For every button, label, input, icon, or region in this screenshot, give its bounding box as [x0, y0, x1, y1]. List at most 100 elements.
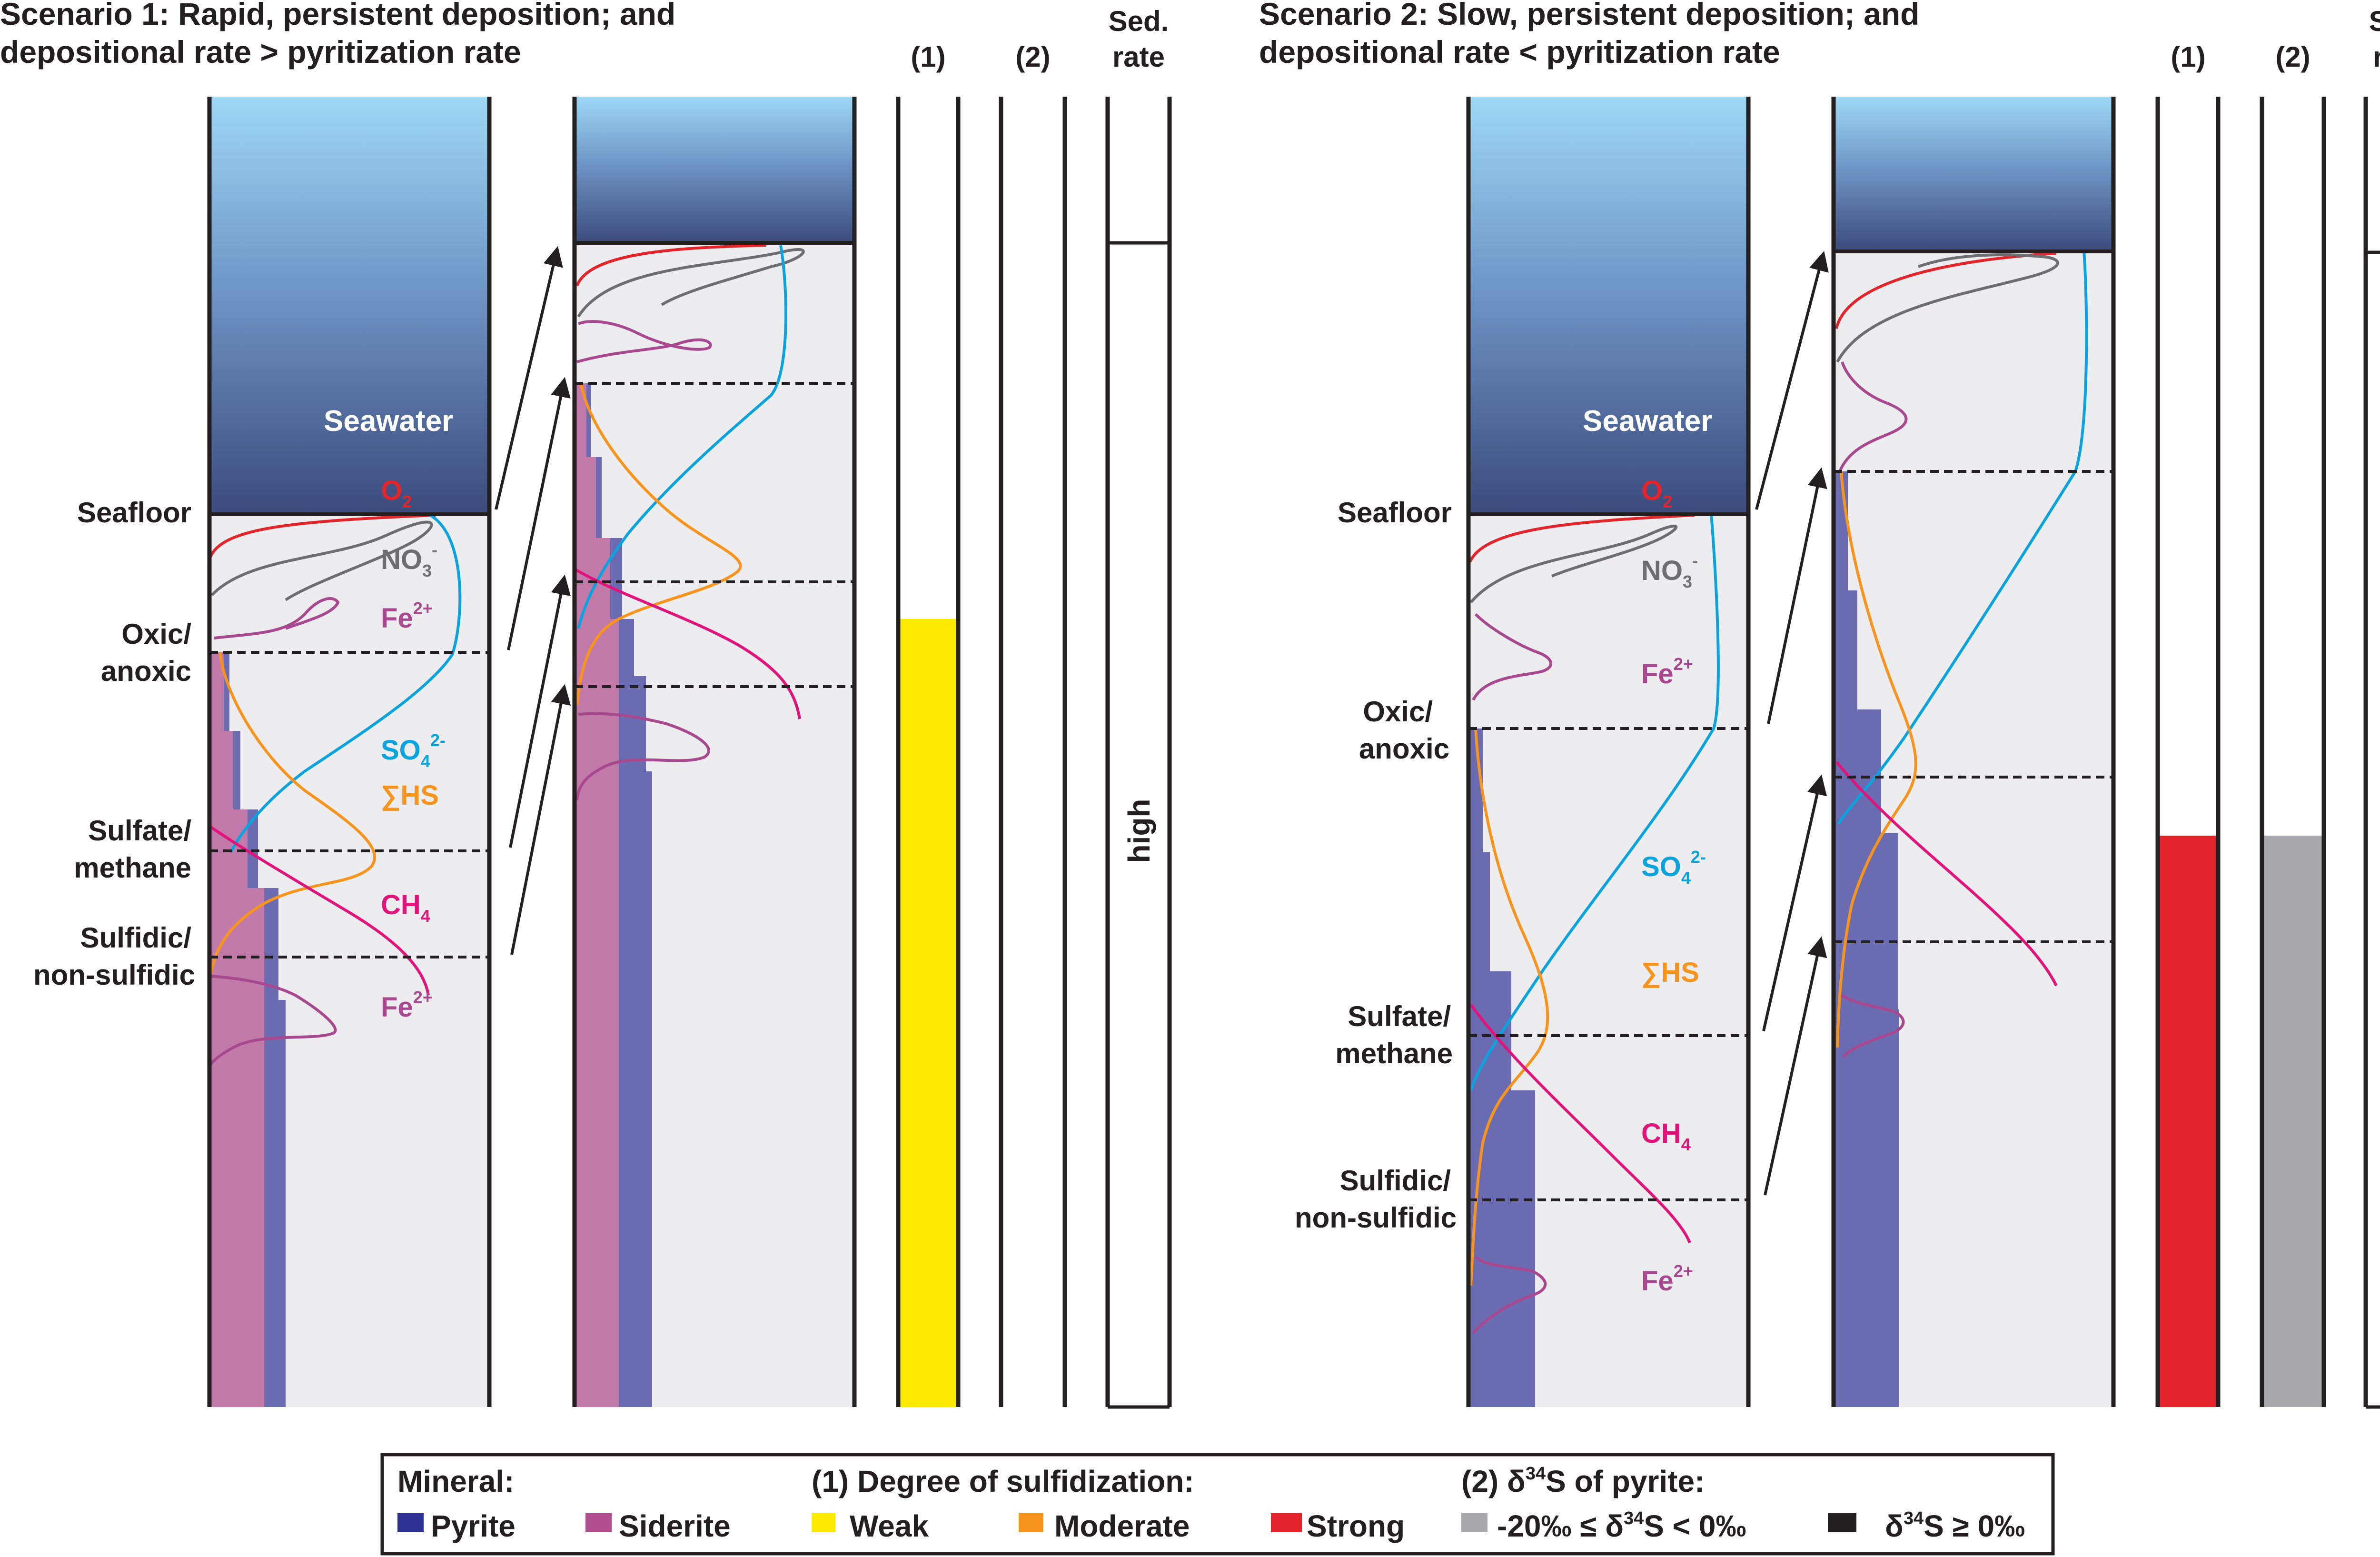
hs-curve [575, 383, 742, 705]
seawater-block [1834, 97, 2113, 251]
scenario-1-column-evolved [572, 97, 857, 1407]
legend: Mineral: Pyrite Siderite (1) Degree of s… [380, 1453, 2055, 1556]
so4-curve [1469, 514, 1720, 1091]
sulfate-label-1: Sulfate/ [88, 815, 191, 847]
scenario-2-title-line-1: Scenario 2: Slow, persistent deposition;… [1259, 0, 1919, 31]
pyrite-bars [1834, 471, 1899, 1407]
no3-curve [210, 520, 433, 601]
hs-curve [1469, 728, 1549, 1286]
scenario-2-column-evolved [1831, 97, 2116, 1407]
seawater-block [209, 97, 489, 514]
so4-curve [1837, 251, 2088, 825]
so4-curve [229, 513, 462, 853]
fe-curve-lower [1840, 994, 1905, 1058]
siderite-bars [209, 652, 264, 1407]
fe-curve-lower [575, 712, 710, 800]
sed-rate-header-2: rate [1112, 41, 1165, 73]
legend-negative-label: -20‰ ≤ δ34S < 0‰ [1497, 1508, 1746, 1543]
seafloor-label: Seafloor [1338, 497, 1452, 529]
sulfidic-label-2: non-sulfidic [1295, 1202, 1457, 1234]
no3-label: NO3- [1641, 551, 1698, 591]
sulfidic-label-1: Sulfidic/ [80, 922, 192, 954]
degree-weak-bar [898, 619, 958, 1407]
no3-curve [1836, 253, 2059, 363]
sulfate-label-1: Sulfate/ [1348, 1000, 1451, 1032]
degree-strong-bar [2158, 836, 2218, 1407]
legend-weak-swatch [812, 1513, 835, 1532]
legend-degree-title: (1) Degree of sulfidization: [812, 1464, 1194, 1498]
legend-d34s-title: (2) δ34S of pyrite: [1461, 1464, 1705, 1498]
ch4-label: CH4 [381, 889, 430, 926]
oxic-label-1: Oxic/ [121, 618, 191, 650]
scenario-2-zone-labels: Seafloor Oxic/ anoxic Sulfate/ methane S… [1295, 497, 1457, 1234]
ch4-label: CH4 [1641, 1118, 1691, 1154]
sulfidic-label-2: non-sulfidic [33, 959, 195, 991]
degree-column-header: (1) [911, 41, 945, 73]
oxic-label-1: Oxic/ [1363, 696, 1433, 728]
legend-positive-label: δ34S ≥ 0‰ [1885, 1508, 2025, 1543]
hs-label: ∑HS [1641, 957, 1699, 988]
legend-strong-swatch [1271, 1513, 1302, 1532]
no3-label: NO3- [381, 540, 437, 580]
ch4-curve [1835, 761, 2058, 987]
fe-curve-upper [576, 320, 712, 363]
legend-moderate-swatch [1019, 1513, 1043, 1532]
hs-curve [1836, 471, 1917, 1048]
o2-curve [208, 514, 436, 560]
legend-negative-swatch [1461, 1513, 1488, 1532]
scenario-1-title-line-1: Scenario 1: Rapid, persistent deposition… [0, 0, 675, 31]
legend-moderate-label: Moderate [1054, 1509, 1190, 1543]
o2-curve [575, 244, 767, 287]
fe-label-upper: Fe2+ [1641, 654, 1693, 689]
d34s-negative-bar [2262, 836, 2324, 1407]
seawater-block [575, 97, 854, 243]
fe-curve-lower [1472, 1256, 1547, 1334]
fe-label-lower: Fe2+ [381, 988, 433, 1023]
oxic-label-2: anoxic [101, 655, 191, 687]
oxic-label-2: anoxic [1359, 733, 1449, 765]
fe-curve-upper [1472, 613, 1553, 701]
no3-curve [1469, 524, 1678, 603]
o2-label: O2 [1641, 475, 1672, 511]
fe-label-upper: Fe2+ [381, 599, 433, 634]
scenario-2-arrows [1755, 250, 1829, 1196]
scenario-1-arrows [495, 246, 571, 955]
sed-rate-header-1: Sed. [2369, 5, 2380, 37]
fe-curve-upper [214, 597, 340, 639]
sulfate-label-2: methane [1335, 1038, 1453, 1069]
scenario-1-indicators: (1) (2) Sed. rate high [896, 5, 1172, 1409]
sed-rate-header-1: Sed. [1109, 5, 1169, 37]
ch4-curve [574, 568, 801, 719]
scenario-1: Scenario 1: Rapid, persistent deposition… [0, 0, 1172, 1409]
scenario-1-zone-labels: Seafloor Oxic/ anoxic Sulfate/ methane S… [33, 497, 195, 991]
ch4-curve [1469, 1004, 1691, 1244]
legend-pyrite-swatch [397, 1513, 424, 1532]
seawater-block [1468, 97, 1748, 514]
pyrite-bars [586, 383, 652, 1407]
ch4-curve [208, 825, 430, 996]
scenario-2: Scenario 2: Slow, persistent deposition;… [1259, 0, 2380, 1409]
legend-positive-swatch [1828, 1513, 1856, 1532]
fe-label-lower: Fe2+ [1641, 1261, 1693, 1297]
sed-rate-value: high [1122, 798, 1156, 863]
scenario-1-column-initial: Seawater O2 NO3- Fe2+ SO42- ∑HS CH4 Fe2+ [207, 97, 492, 1407]
scenario-2-indicators: (1) (2) Sed. rate low [2155, 5, 2380, 1409]
sulfate-label-2: methane [74, 852, 191, 884]
sed-rate-header-2: rate [2373, 41, 2380, 73]
sulfidic-label-1: Sulfidic/ [1340, 1165, 1451, 1197]
hs-label: ∑HS [381, 780, 439, 811]
o2-curve [1835, 252, 2057, 329]
hs-curve [208, 652, 376, 981]
seawater-label: Seawater [324, 405, 453, 438]
seafloor-label: Seafloor [77, 497, 191, 529]
o2-curve [1468, 514, 1695, 563]
legend-siderite-label: Siderite [619, 1509, 731, 1543]
scenario-2-column-initial: Seawater O2 NO3- Fe2+ SO42- ∑HS CH4 Fe2+ [1466, 97, 1751, 1407]
fe-curve-lower [208, 975, 337, 1068]
legend-weak-label: Weak [850, 1509, 929, 1543]
d34s-column-header: (2) [2275, 41, 2310, 73]
so4-label: SO42- [1641, 847, 1706, 888]
scenario-1-title-line-2: depositional rate > pyritization rate [0, 34, 521, 70]
legend-mineral-title: Mineral: [397, 1464, 514, 1498]
